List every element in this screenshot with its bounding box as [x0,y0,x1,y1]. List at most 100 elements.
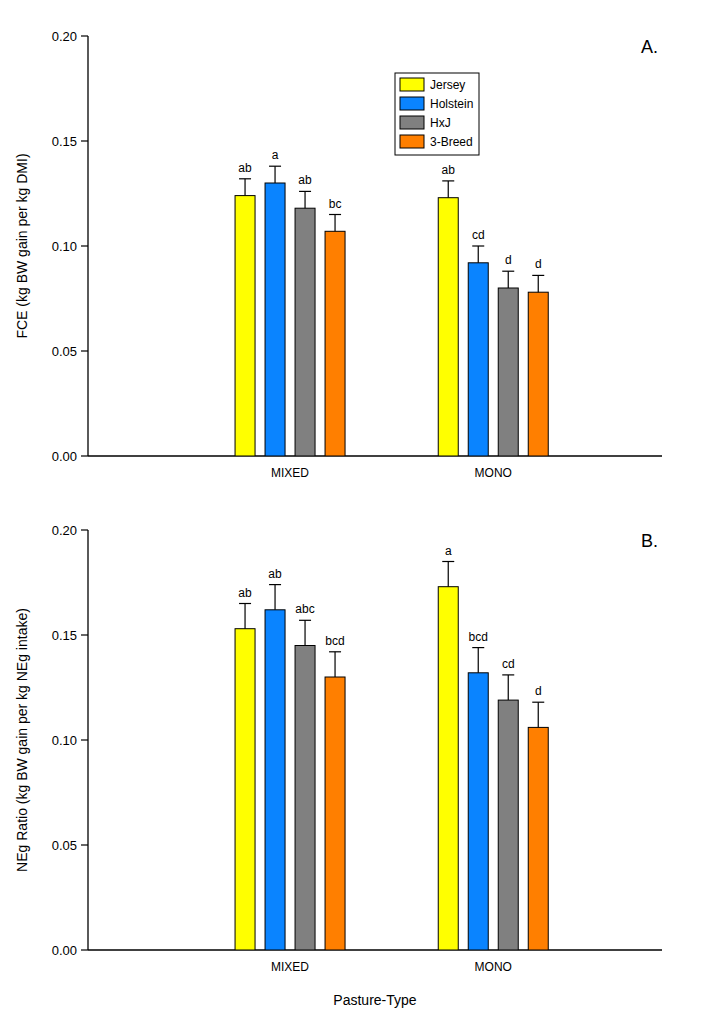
legend-swatch [400,97,424,110]
panel-title: A. [641,37,658,57]
bar [498,288,518,456]
y-tick [81,35,88,36]
error-stem [478,246,479,263]
error-stem [244,604,245,629]
error-bar [472,246,484,263]
y-tick-label: 0.05 [52,838,77,853]
error-bar [239,604,251,629]
y-tick [81,455,88,456]
error-stem [334,652,335,677]
error-stem [244,179,245,196]
significance-letter: a [445,544,452,558]
error-bar [329,215,341,232]
bar [528,292,548,456]
bar [325,231,345,456]
bar [498,700,518,950]
error-bar [239,179,251,196]
legend-swatch [400,116,424,129]
error-stem [508,271,509,288]
bar [295,646,315,951]
error-cap [239,603,251,604]
bar [265,610,285,950]
y-tick-label: 0.10 [52,733,77,748]
legend-label: 3-Breed [430,135,473,149]
error-bar [532,702,544,727]
error-cap [329,214,341,215]
panel: 0.000.050.100.150.20MIXEDMONONEg Ratio (… [14,523,662,1009]
error-stem [304,620,305,645]
y-tick-label: 0.15 [52,628,77,643]
error-cap [472,647,484,648]
bar [468,673,488,950]
y-tick [81,844,88,845]
y-tick [81,350,88,351]
error-bar [442,181,454,198]
bars [235,166,548,456]
bar [468,263,488,456]
error-bar [299,620,311,645]
significance-letter: d [505,253,512,267]
significance-letter: ab [298,173,312,187]
error-cap [442,561,454,562]
y-tick-label: 0.00 [52,943,77,958]
legend-label: Jersey [430,78,465,92]
x-tick-label: MONO [475,466,512,480]
legend-label: HxJ [430,116,451,130]
error-bar [299,191,311,208]
bar [325,677,345,950]
error-cap [472,245,484,246]
y-tick-label: 0.20 [52,29,77,44]
x-tick-label: MIXED [271,466,309,480]
legend: JerseyHolsteinHxJ3-Breed [395,73,479,155]
bar [438,587,458,950]
chart-svg: 0.000.050.100.150.20MIXEDMONOFCE (kg BW … [0,0,724,1024]
y-tick-label: 0.15 [52,134,77,149]
bars [235,562,548,951]
error-stem [274,166,275,183]
y-tick-label: 0.10 [52,239,77,254]
chart-root: 0.000.050.100.150.20MIXEDMONOFCE (kg BW … [0,0,724,1024]
error-stem [448,562,449,587]
y-tick [81,739,88,740]
error-cap [269,166,281,167]
error-bar [329,652,341,677]
bar [235,629,255,950]
significance-letter: d [535,257,542,271]
error-stem [304,191,305,208]
y-tick [81,245,88,246]
y-tick-label: 0.00 [52,449,77,464]
error-stem [274,585,275,610]
error-cap [442,180,454,181]
y-tick [81,949,88,950]
legend-swatch [400,78,424,91]
y-tick [81,140,88,141]
significance-letter: bcd [469,630,488,644]
bar [438,198,458,456]
bar [235,196,255,456]
error-bar [442,562,454,587]
significance-letter: bc [329,197,342,211]
error-cap [329,651,341,652]
error-cap [239,178,251,179]
error-cap [502,674,514,675]
error-cap [269,584,281,585]
panel: 0.000.050.100.150.20MIXEDMONOFCE (kg BW … [14,29,662,481]
error-stem [508,675,509,700]
error-bar [502,271,514,288]
error-bar [472,648,484,673]
x-axis [88,455,662,456]
x-axis-label: Pasture-Type [333,992,416,1008]
significance-letter: cd [502,657,515,671]
significance-letter: ab [238,161,252,175]
significance-letter: abc [295,602,314,616]
x-tick-label: MIXED [271,960,309,974]
error-stem [538,702,539,727]
significance-letter: ab [268,567,282,581]
y-tick [81,634,88,635]
error-stem [334,215,335,232]
error-bar [502,675,514,700]
y-tick [81,529,88,530]
bar [528,727,548,950]
annotations: abaabbcdabccdbcdd [238,544,541,699]
significance-letter: ab [238,586,252,600]
